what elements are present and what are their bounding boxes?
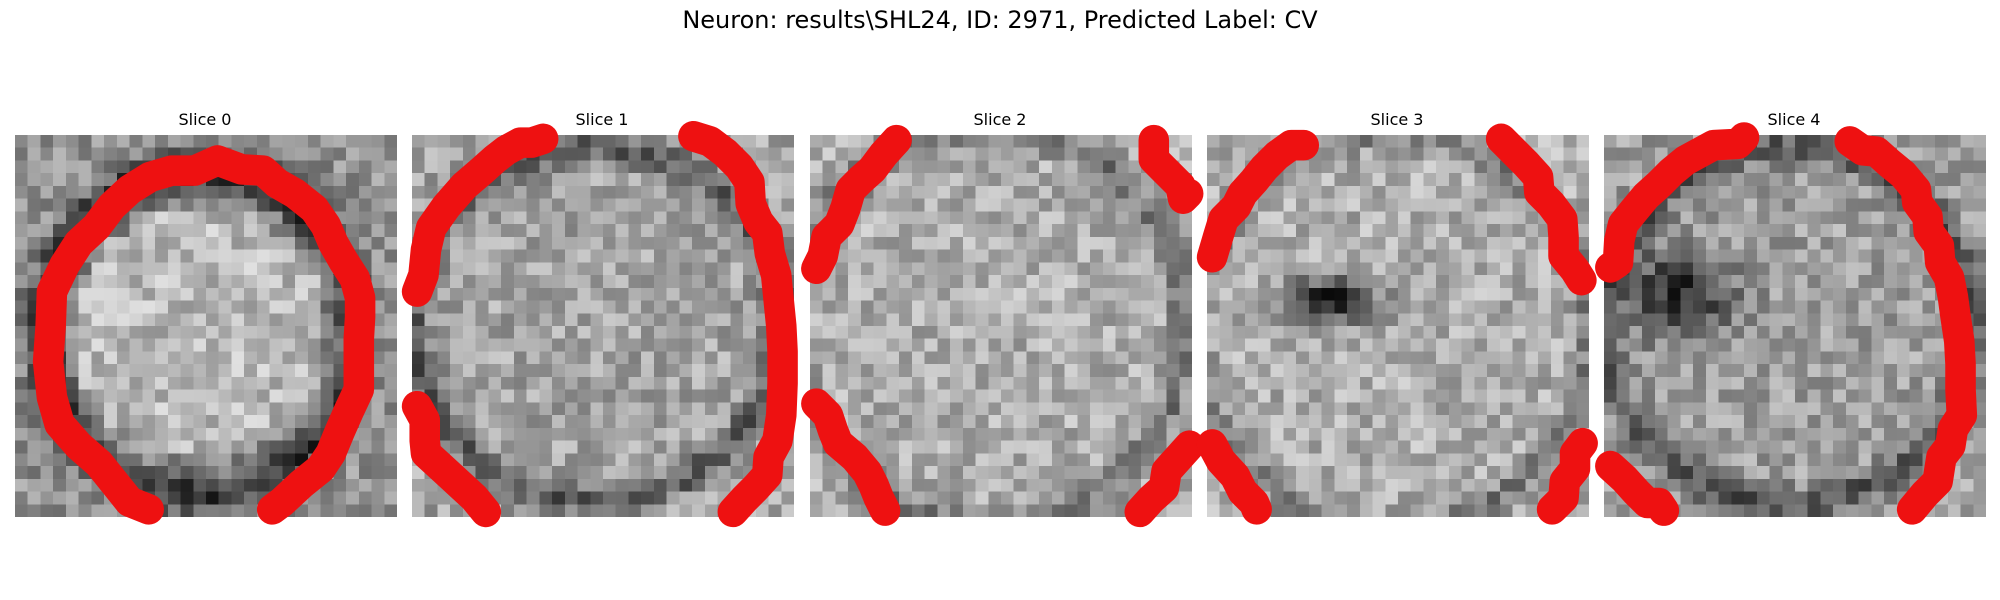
contour-overlay-0	[32, 145, 376, 525]
contour-line	[1124, 430, 1205, 528]
contour-line	[1595, 122, 1760, 283]
contour-line	[1834, 126, 1978, 525]
contour-line	[678, 120, 798, 528]
contour-line	[1138, 124, 1204, 214]
slice-title-0: Slice 0	[178, 110, 232, 129]
slice-image-3	[1207, 135, 1589, 517]
contour-overlay-3	[1196, 123, 1598, 525]
slice-image-1	[412, 135, 794, 517]
slice-image-2	[810, 135, 1192, 517]
contour-line	[1595, 450, 1680, 526]
contour-overlay-2	[801, 124, 1205, 528]
contour-line	[801, 388, 901, 526]
contour-line	[1536, 427, 1598, 525]
contour-line	[801, 124, 912, 284]
contour-overlay-1	[401, 120, 798, 528]
slice-title-4: Slice 4	[1767, 110, 1821, 129]
contour-line	[401, 123, 559, 307]
contour-overlay-4	[1595, 122, 1978, 526]
contour-line	[1196, 429, 1272, 525]
slice-title-2: Slice 2	[973, 110, 1027, 129]
contour-line	[32, 145, 376, 525]
contour-line	[1485, 123, 1597, 296]
contour-line	[1196, 129, 1320, 273]
slice-title-3: Slice 3	[1370, 110, 1424, 129]
slice-title-1: Slice 1	[575, 110, 629, 129]
contour-line	[401, 390, 502, 528]
figure-title: Neuron: results\SHL24, ID: 2971, Predict…	[682, 6, 1318, 34]
